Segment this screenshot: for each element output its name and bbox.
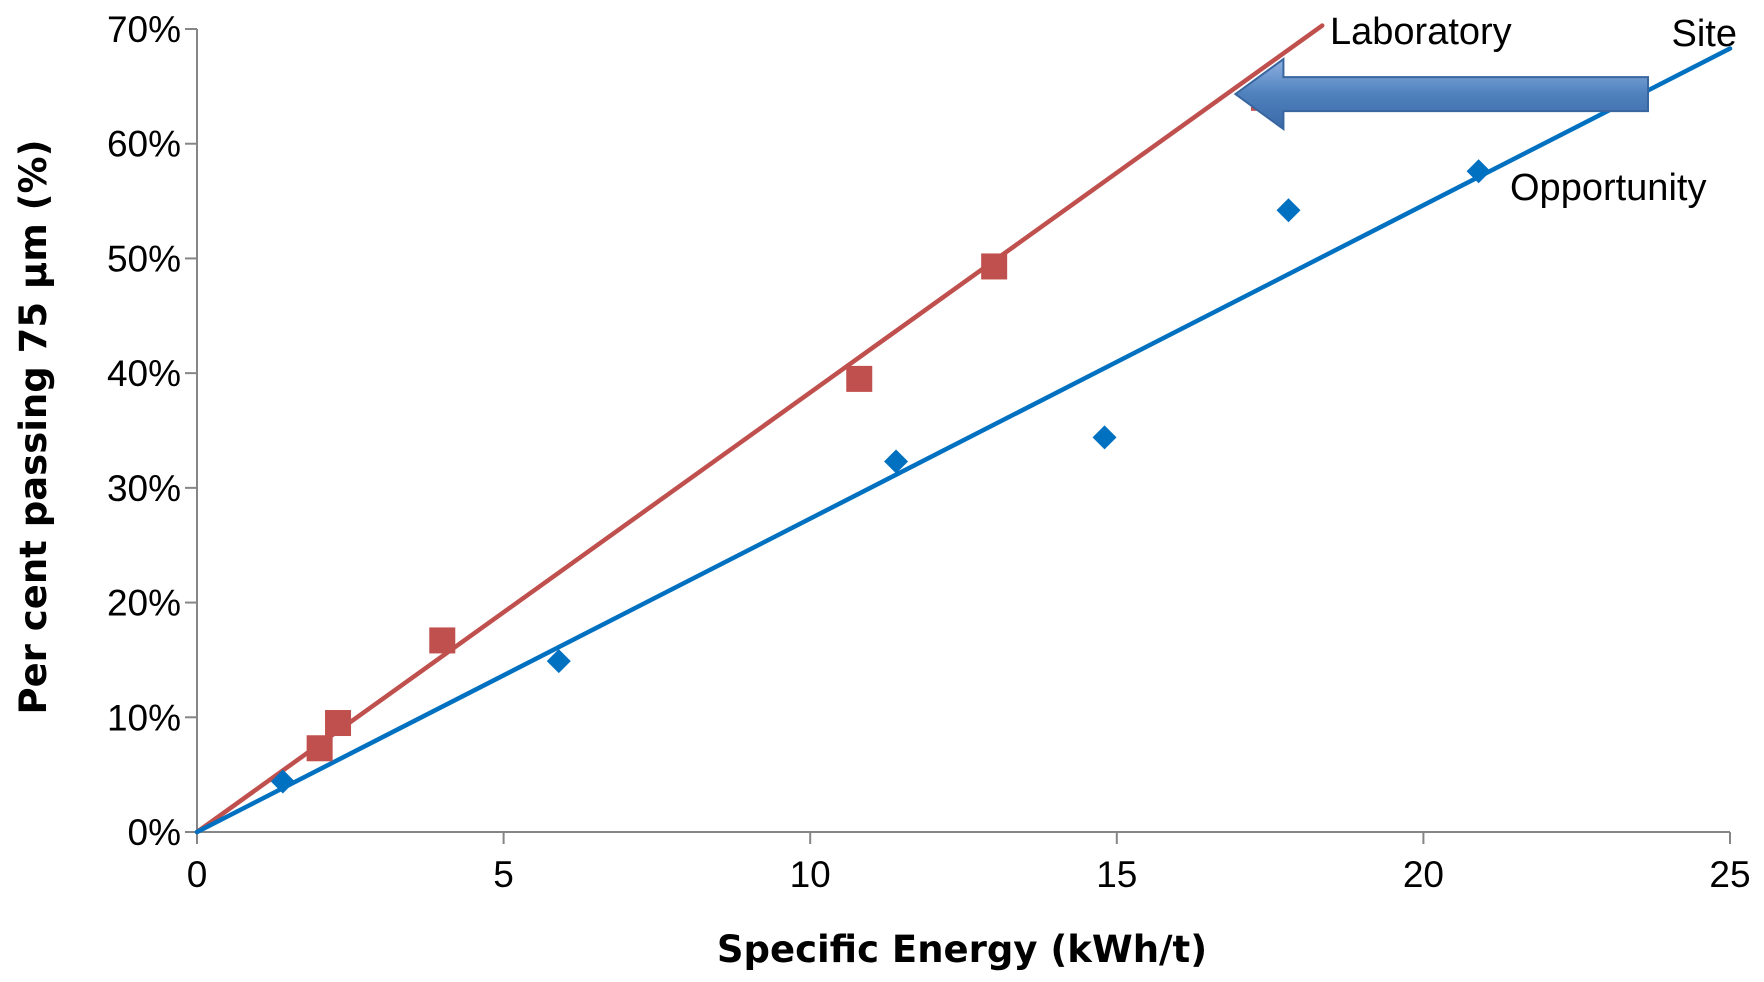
x-tick-label: 25	[1709, 854, 1750, 895]
site-point	[1092, 425, 1117, 450]
x-tick-label: 15	[1096, 854, 1137, 895]
site-point	[884, 449, 909, 474]
y-tick-label: 20%	[107, 583, 181, 624]
laboratory-point	[846, 365, 873, 392]
site-point	[546, 649, 571, 674]
y-axis-title: Per cent passing 75 µm (%)	[12, 139, 55, 714]
y-tick-label: 10%	[107, 697, 181, 738]
laboratory-trendline	[194, 23, 1325, 835]
x-axis-title: Specific Energy (kWh/t)	[717, 928, 1207, 971]
trendlines	[194, 23, 1733, 835]
y-tick-label: 30%	[107, 468, 181, 509]
y-tick-label: 0%	[128, 812, 181, 853]
x-tick-label: 5	[493, 854, 514, 895]
y-tick-label: 60%	[107, 124, 181, 165]
y-tick-label: 50%	[107, 238, 181, 279]
markers	[270, 84, 1491, 794]
x-tick-label: 10	[790, 854, 831, 895]
site-trendline	[194, 46, 1733, 835]
laboratory-point	[429, 627, 456, 654]
laboratory-point	[981, 253, 1008, 280]
axes: 0% 10% 20% 30% 40% 50% 60% 70% 0 5 10 15 20 25	[107, 9, 1751, 895]
opportunity-label: Opportunity	[1510, 167, 1706, 209]
x-tick-label: 0	[187, 854, 208, 895]
annotations: Laboratory Site Opportunity	[1233, 11, 1737, 209]
y-tick-label: 70%	[107, 9, 181, 50]
y-tick-label: 40%	[107, 353, 181, 394]
x-tick-label: 20	[1403, 854, 1444, 895]
opportunity-arrow	[1233, 57, 1650, 132]
site-point	[1466, 159, 1491, 184]
site-point	[1276, 198, 1301, 223]
laboratory-point	[306, 735, 333, 762]
laboratory-label: Laboratory	[1330, 11, 1512, 53]
laboratory-point	[325, 710, 352, 737]
site-point	[270, 769, 295, 794]
site-label: Site	[1672, 13, 1737, 55]
